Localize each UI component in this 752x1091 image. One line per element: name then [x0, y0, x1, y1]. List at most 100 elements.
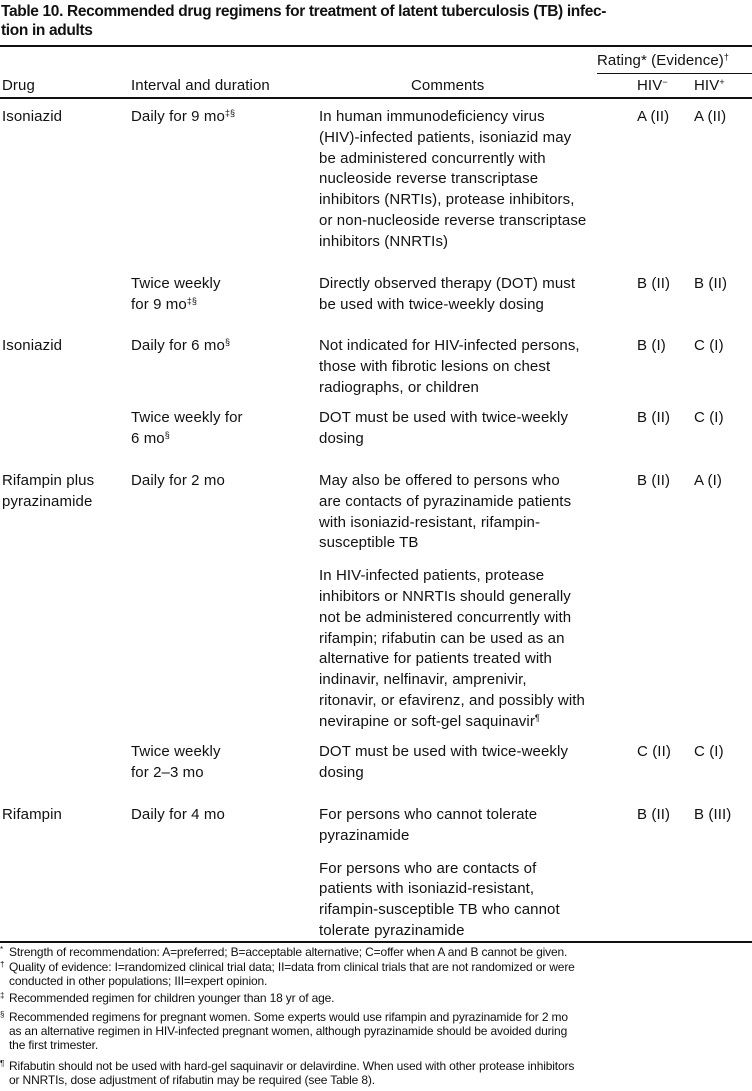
comment: For persons who cannot tolerate pyrazinam…: [319, 805, 560, 847]
footnote-marker: †: [723, 52, 729, 62]
column-header-label: Interval and duration: [131, 77, 270, 94]
interval-cell: Daily for 2 mo: [131, 471, 225, 492]
comment: DOT must be used with twice-weekly dosing: [319, 742, 568, 784]
column-header: Interval and duration: [131, 76, 270, 97]
rating-hiv-positive: B (III): [694, 806, 732, 823]
footnote: * Strength of recommendation: A=preferred…: [0, 945, 567, 959]
comment-line-text: nevirapine or soft-gel saquinavir: [319, 712, 535, 730]
comment-line: patients with isoniazid-resistant,: [319, 880, 535, 898]
comment-line: nucleoside reverse transcriptase: [319, 170, 539, 188]
footnote-text: Rifabutin should not be used with hard-g…: [9, 1059, 574, 1087]
footnote-symbol: ‡: [0, 991, 5, 1000]
comment-line: dosing: [319, 429, 364, 447]
comments-cell: May also be offered to persons who are co…: [319, 471, 585, 733]
column-header-label: Comments: [411, 77, 485, 94]
interval-text: 6 mo: [131, 429, 165, 447]
drug: Rifampin plus: [2, 472, 95, 489]
rating-hiv-negative: B (II): [637, 275, 671, 292]
table-title: tion in adults: [1, 22, 93, 39]
column-header-label: HIV−: [637, 76, 668, 97]
interval-cell: Twice weekly for 2–3 mo: [131, 742, 221, 784]
comment-line: Not indicated for HIV-infected persons,: [319, 337, 580, 354]
footnote-line: Quality of evidence: I=randomized clinic…: [9, 960, 575, 974]
interval-cell: Twice weekly for 9 mo‡§: [131, 274, 221, 316]
comment: For persons who are contacts of patients …: [319, 859, 560, 942]
rating-hiv-negative: B (II): [637, 472, 671, 489]
drug-cell: Isoniazid: [2, 107, 62, 128]
comment-line: be administered concurrently with: [319, 149, 546, 167]
comment-line: DOT must be used with twice-weekly: [319, 743, 569, 760]
footnote-symbol: †: [0, 960, 5, 969]
comment-line: rifampin-susceptible TB who cannot: [319, 901, 560, 919]
interval-text: for 9 mo: [131, 295, 187, 313]
comment: In HIV-infected patients, protease inhibi…: [319, 566, 585, 732]
group-rule: [597, 73, 752, 74]
comment-line: May also be offered to persons who: [319, 472, 560, 489]
comment-line: (HIV)-infected patients, isoniazid may: [319, 128, 572, 146]
comment-line: For persons who are contacts of: [319, 859, 537, 877]
comment-line: In HIV-infected patients, protease: [319, 567, 545, 585]
interval-text: Daily for 9 mo: [131, 108, 225, 125]
footnote: † Quality of evidence: I=randomized clini…: [0, 960, 575, 988]
rating-hiv-positive: A (II): [694, 108, 727, 125]
comment-line: those with fibrotic lesions on chest: [319, 357, 551, 375]
footnote-line: as an alternative regimen in HIV-infecte…: [9, 1024, 568, 1038]
rating-hiv-negative: B (I): [637, 337, 666, 354]
interval: for 9 mo‡§: [131, 295, 221, 316]
comment-line: alternative for patients treated with: [319, 650, 552, 668]
comment-line: inhibitors (NRTIs), protease inhibitors,: [319, 191, 575, 209]
footnote-marker: §: [224, 337, 231, 347]
footnote-text: Quality of evidence: I=randomized clinic…: [9, 960, 575, 988]
comment-line: pyrazinamide: [319, 826, 410, 844]
column-header-label-text: HIV: [637, 77, 663, 94]
table-title: Table 10. Recommended drug regimens for …: [1, 3, 607, 20]
drug: pyrazinamide: [2, 492, 93, 510]
drug-cell: Rifampin plus pyrazinamide: [2, 471, 94, 513]
rating-hiv-negative: B (II): [637, 806, 671, 823]
interval: Twice weekly: [131, 743, 221, 760]
group-header: Rating* (Evidence)†: [597, 51, 729, 72]
comment: In human immunodeficiency virus (HIV)-inf…: [319, 107, 586, 253]
footnote-symbol: §: [0, 1010, 5, 1019]
rating-hiv-positive: B (II): [694, 275, 728, 292]
footnote: § Recommended regimens for pregnant women…: [0, 1010, 568, 1052]
interval: Daily for 6 mo§: [131, 336, 230, 357]
comment-line: indinavir, nelfinavir, amprenivir,: [319, 671, 527, 689]
column-header: HIV+: [694, 76, 725, 97]
interval: Daily for 9 mo‡§: [131, 107, 235, 128]
footnote-text: Strength of recommendation: A=preferred;…: [9, 945, 567, 959]
interval-text: Daily for 6 mo: [131, 337, 225, 354]
footnote-marker: +: [719, 77, 725, 87]
footnote-text: Recommended regimen for children younger…: [9, 991, 334, 1005]
comment-line: nevirapine or soft-gel saquinavir¶: [319, 712, 585, 733]
footnote-text: Recommended regimens for pregnant women.…: [9, 1010, 568, 1052]
footnote-line: Recommended regimens for pregnant women.…: [9, 1010, 568, 1024]
comment-line: be used with twice-weekly dosing: [319, 295, 544, 313]
comment-line: with isoniazid-resistant, rifampin-: [319, 513, 541, 531]
header-rule: [0, 97, 752, 99]
comments-cell: For persons who cannot tolerate pyrazinam…: [319, 805, 560, 942]
comment-line: are contacts of pyrazinamide patients: [319, 492, 572, 510]
comments-cell: In human immunodeficiency virus (HIV)-inf…: [319, 107, 586, 253]
rating-hiv-negative: B (II): [637, 409, 671, 426]
comment: DOT must be used with twice-weekly dosing: [319, 408, 568, 450]
interval-cell: Daily for 6 mo§: [131, 336, 230, 357]
comments-cell: Directly observed therapy (DOT) must be u…: [319, 274, 575, 316]
drug: Rifampin: [2, 806, 62, 823]
comment-line: radiographs, or children: [319, 378, 479, 396]
footnote: ¶ Rifabutin should not be used with hard-…: [0, 1059, 574, 1087]
footnote-symbol: *: [0, 945, 3, 954]
comment-line: dosing: [319, 763, 364, 781]
comment-line: rifampin; rifabutin can be used as an: [319, 629, 565, 647]
interval-cell: Daily for 9 mo‡§: [131, 107, 235, 128]
interval: Twice weekly for: [131, 409, 243, 426]
column-header: Comments: [411, 76, 484, 97]
group-header-label: Rating* (Evidence)†: [597, 51, 729, 72]
interval-cell: Twice weekly for 6 mo§: [131, 408, 243, 450]
interval: Daily for 2 mo: [131, 472, 225, 489]
column-header-label-text: HIV: [694, 77, 720, 94]
rating-hiv-positive: C (I): [694, 743, 724, 760]
comment-line: not be administered concurrently with: [319, 608, 572, 626]
comment: Directly observed therapy (DOT) must be u…: [319, 274, 575, 316]
comment-line: susceptible TB: [319, 534, 419, 552]
